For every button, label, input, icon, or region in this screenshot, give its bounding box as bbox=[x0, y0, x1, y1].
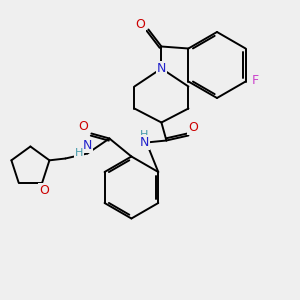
Text: O: O bbox=[136, 18, 146, 31]
Text: H: H bbox=[140, 130, 148, 140]
Text: F: F bbox=[252, 74, 259, 87]
Text: O: O bbox=[79, 120, 88, 133]
Text: N: N bbox=[140, 136, 149, 149]
Text: N: N bbox=[157, 62, 166, 75]
Text: O: O bbox=[39, 184, 49, 197]
Text: N: N bbox=[83, 139, 92, 152]
Text: O: O bbox=[188, 121, 198, 134]
Text: H: H bbox=[75, 148, 84, 158]
